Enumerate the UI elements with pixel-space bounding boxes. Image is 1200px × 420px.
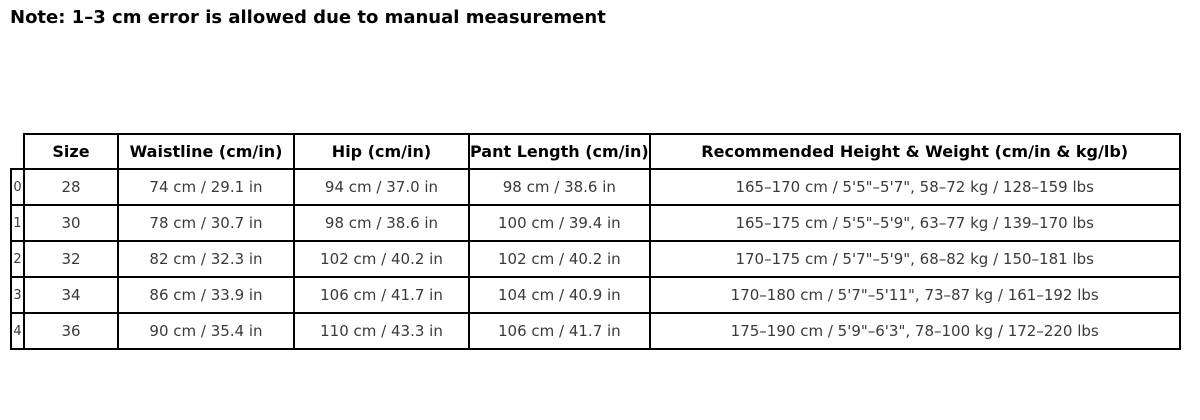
cell-waistline: 86 cm / 33.9 in [117,276,295,314]
cell-hip: 102 cm / 40.2 in [293,240,470,278]
cell-waistline: 74 cm / 29.1 in [117,168,295,206]
row-index: 1 [10,204,25,242]
cell-size: 28 [23,168,119,206]
cell-height-weight: 165–175 cm / 5'5"–5'9", 63–77 kg / 139–1… [648,204,1181,242]
row-index: 4 [10,312,25,350]
cell-waistline: 90 cm / 35.4 in [117,312,295,350]
column-header-height-weight: Recommended Height & Weight (cm/in & kg/… [648,133,1181,170]
cell-pant-length: 102 cm / 40.2 in [468,240,651,278]
cell-hip: 106 cm / 41.7 in [293,276,470,314]
header-row: Size Waistline (cm/in) Hip (cm/in) Pant … [11,133,1181,170]
cell-height-weight: 170–180 cm / 5'7"–5'11", 73–87 kg / 161–… [648,276,1181,314]
column-header-hip: Hip (cm/in) [293,133,470,170]
column-header-pant-length: Pant Length (cm/in) [468,133,651,170]
cell-waistline: 82 cm / 32.3 in [117,240,295,278]
cell-pant-length: 98 cm / 38.6 in [468,168,651,206]
cell-height-weight: 165–170 cm / 5'5"–5'7", 58–72 kg / 128–1… [648,168,1181,206]
measurement-note: Note: 1–3 cm error is allowed due to man… [10,7,606,28]
cell-hip: 94 cm / 37.0 in [293,168,470,206]
cell-pant-length: 100 cm / 39.4 in [468,204,651,242]
cell-size: 34 [23,276,119,314]
table-row: 1 30 78 cm / 30.7 in 98 cm / 38.6 in 100… [10,204,1181,242]
size-chart-table: Size Waistline (cm/in) Hip (cm/in) Pant … [10,133,1181,350]
cell-pant-length: 104 cm / 40.9 in [468,276,651,314]
table-row: 2 32 82 cm / 32.3 in 102 cm / 40.2 in 10… [10,240,1181,278]
cell-size: 30 [23,204,119,242]
table-row: 0 28 74 cm / 29.1 in 94 cm / 37.0 in 98 … [10,168,1181,206]
index-corner-cell [11,134,24,169]
cell-hip: 98 cm / 38.6 in [293,204,470,242]
cell-height-weight: 175–190 cm / 5'9"–6'3", 78–100 kg / 172–… [648,312,1181,350]
table-row: 4 36 90 cm / 35.4 in 110 cm / 43.3 in 10… [10,312,1181,350]
column-header-waistline: Waistline (cm/in) [117,133,295,170]
table-row: 3 34 86 cm / 33.9 in 106 cm / 41.7 in 10… [10,276,1181,314]
cell-pant-length: 106 cm / 41.7 in [468,312,651,350]
column-header-size: Size [23,133,119,170]
cell-hip: 110 cm / 43.3 in [293,312,470,350]
cell-height-weight: 170–175 cm / 5'7"–5'9", 68–82 kg / 150–1… [648,240,1181,278]
row-index: 2 [10,240,25,278]
cell-size: 32 [23,240,119,278]
row-index: 3 [10,276,25,314]
row-index: 0 [10,168,25,206]
cell-size: 36 [23,312,119,350]
cell-waistline: 78 cm / 30.7 in [117,204,295,242]
